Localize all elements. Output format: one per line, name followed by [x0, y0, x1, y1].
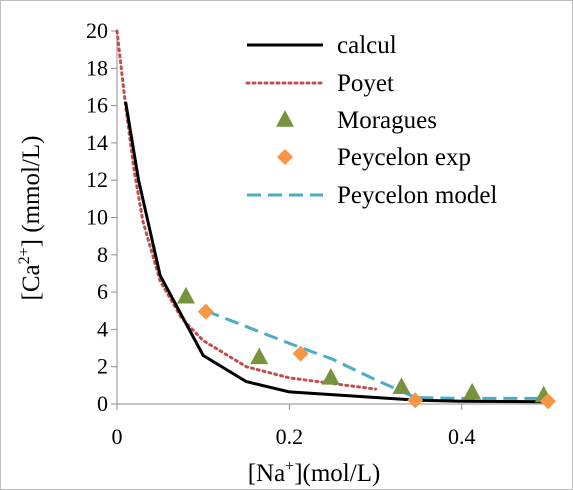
legend-entry-poyet: Poyet — [245, 70, 394, 97]
data-point — [197, 303, 214, 320]
data-point — [392, 377, 411, 394]
y-tick-label: 12 — [86, 167, 108, 192]
legend-swatch — [277, 149, 293, 165]
y-tick-label: 6 — [97, 279, 108, 304]
data-point — [176, 286, 195, 304]
series-line — [124, 101, 549, 404]
series-line — [205, 309, 548, 400]
data-point — [407, 392, 424, 409]
y-tick-label: 18 — [86, 55, 108, 80]
x-tick-label: 0.4 — [448, 424, 476, 449]
y-tick-label: 20 — [86, 18, 108, 43]
x-axis-label: [Na+](mol/L) — [248, 458, 381, 487]
y-tick-label: 16 — [86, 93, 108, 118]
legend-entry-peycelon-model: Peycelon model — [247, 182, 497, 209]
y-tick-label: 4 — [97, 316, 108, 341]
y-tick-label: 2 — [97, 354, 108, 379]
y-axis-label: [Ca2+] (mmol/L) — [16, 136, 45, 301]
legend-entry-peycelon-exp: Peycelon exp — [277, 144, 471, 171]
legend-swatch — [276, 110, 294, 127]
legend-label: calcul — [337, 32, 397, 59]
legend-entry-moragues: Moragues — [276, 107, 437, 134]
x-tick-label: 0.2 — [276, 424, 304, 449]
data-point — [540, 393, 556, 410]
legend: calcul Poyet Moragues Peycelon exp Peycelon … — [245, 32, 497, 209]
axes: 0 2 4 6 8 10 12 14 16 18 20 0 0.2 0.4 — [86, 18, 548, 449]
data-point — [321, 367, 340, 385]
legend-label: Poyet — [337, 70, 394, 97]
y-tick-label: 10 — [86, 205, 108, 230]
legend-entry-calcul: calcul — [247, 32, 397, 59]
data-point — [292, 345, 309, 362]
legend-label: Moragues — [337, 107, 437, 134]
y-tick-label: 14 — [86, 130, 108, 155]
legend-label: Peycelon model — [337, 182, 497, 209]
series-moragues — [176, 286, 553, 403]
data-point — [463, 382, 482, 400]
series-layer — [115, 29, 556, 410]
x-tick-label: 0 — [112, 424, 123, 449]
series-peycelon-model — [205, 309, 548, 400]
legend-label: Peycelon exp — [337, 144, 471, 171]
y-tick-label: 8 — [97, 242, 108, 267]
data-point — [250, 347, 269, 365]
series-peycelon-exp — [197, 303, 556, 410]
series-calcul — [124, 101, 549, 404]
y-tick-label: 0 — [97, 391, 108, 416]
